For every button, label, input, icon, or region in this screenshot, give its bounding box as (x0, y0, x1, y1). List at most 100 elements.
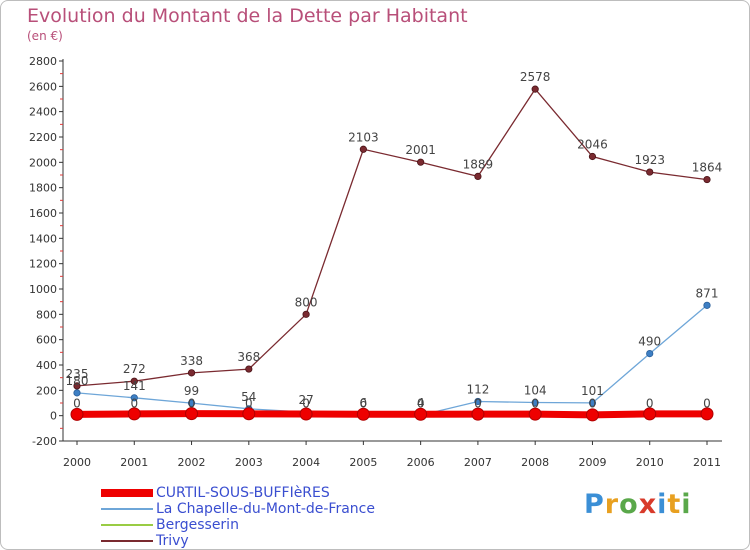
y-tick-label: 600 (36, 334, 57, 347)
data-label: 0 (245, 397, 253, 411)
data-point-chapelle (703, 301, 711, 309)
legend-swatch (101, 540, 153, 542)
data-point-trivy (73, 382, 81, 390)
logo-letter: P (584, 489, 605, 520)
data-point-trivy (130, 377, 138, 385)
data-point-curtil (242, 407, 256, 421)
x-tick-label: 2007 (464, 456, 492, 469)
logo-letter: o (619, 489, 639, 520)
x-tick-label: 2005 (349, 456, 377, 469)
data-point-curtil (643, 407, 657, 421)
x-tick-label: 2002 (178, 456, 206, 469)
data-label: 1889 (463, 157, 494, 171)
legend-swatch (101, 524, 153, 526)
data-point-curtil (356, 407, 370, 421)
data-point-trivy (245, 365, 253, 373)
data-label: 99 (184, 384, 199, 398)
data-point-curtil (299, 407, 313, 421)
data-point-curtil (585, 408, 599, 422)
data-label: 871 (696, 286, 719, 300)
x-tick-label: 2010 (636, 456, 664, 469)
data-label: 2103 (348, 130, 379, 144)
legend-label: La Chapelle-du-Mont-de-France (156, 501, 375, 517)
logo-letter: i (657, 489, 668, 520)
data-point-curtil (528, 407, 542, 421)
data-label: 101 (581, 384, 604, 398)
x-tick-label: 2011 (693, 456, 721, 469)
data-point-trivy (302, 310, 310, 318)
y-tick-label: 2800 (29, 55, 57, 68)
data-label: 1864 (692, 161, 723, 175)
data-point-curtil (471, 407, 485, 421)
data-label: 338 (180, 354, 203, 368)
legend-label: Trivy (156, 533, 189, 549)
y-tick-label: 1600 (29, 207, 57, 220)
data-point-curtil (185, 407, 199, 421)
data-label: 0 (589, 397, 597, 411)
data-label: 0 (474, 397, 482, 411)
data-point-trivy (703, 175, 711, 184)
y-tick-label: 2200 (29, 131, 57, 144)
data-point-curtil (700, 407, 714, 421)
data-point-trivy (646, 168, 654, 176)
data-label: 0 (531, 397, 539, 411)
data-point-chapelle (646, 349, 654, 358)
data-label: 180 (66, 374, 89, 388)
data-label: 0 (130, 397, 138, 411)
data-point-chapelle (73, 389, 81, 397)
data-label: 112 (466, 382, 489, 396)
logo-letter: x (638, 489, 658, 520)
data-label: 368 (237, 350, 260, 364)
data-point-chapelle (531, 398, 539, 407)
data-point-chapelle (130, 394, 138, 402)
logo-letter: t (667, 489, 682, 520)
data-label: 272 (123, 362, 146, 376)
data-label: 0 (646, 397, 654, 411)
x-tick-label: 2003 (235, 456, 263, 469)
data-label: 1923 (634, 153, 665, 167)
logo-letter: i (681, 489, 692, 520)
x-tick-label: 2001 (120, 456, 148, 469)
data-point-trivy (474, 172, 482, 180)
data-label: 0 (703, 397, 711, 411)
data-label: 141 (123, 379, 146, 393)
y-tick-label: 400 (36, 359, 57, 372)
y-tick-label: 2000 (29, 156, 57, 169)
series-line-chapelle (76, 304, 708, 416)
data-label: 0 (360, 397, 368, 411)
legend-swatch (101, 489, 153, 497)
data-label: 2046 (577, 138, 608, 152)
chart-unit-label: (en €) (27, 29, 63, 43)
data-point-chapelle (187, 399, 196, 407)
data-point-trivy (417, 158, 425, 166)
data-label: 104 (524, 383, 547, 397)
x-tick-label: 2009 (578, 456, 606, 469)
data-label: 27 (298, 393, 313, 407)
data-point-trivy (359, 145, 367, 153)
y-tick-label: 2600 (29, 80, 57, 93)
chart-title: Evolution du Montant de la Dette par Hab… (27, 5, 468, 27)
x-tick-label: 2004 (292, 456, 320, 469)
data-point-trivy (187, 369, 196, 377)
data-label: 0 (302, 397, 310, 411)
series-line-trivy (76, 88, 708, 387)
data-point-curtil (70, 407, 84, 421)
legend-label: Bergesserin (156, 517, 239, 533)
data-point-curtil (414, 407, 428, 421)
x-tick-label: 2006 (407, 456, 435, 469)
data-label: 0 (188, 397, 196, 411)
data-label: 800 (295, 295, 318, 309)
y-tick-label: 2400 (29, 106, 57, 119)
data-label: 6 (360, 396, 368, 410)
data-point-chapelle (474, 397, 482, 406)
data-label: 235 (66, 367, 89, 381)
legend-label: CURTIL-SOUS-BUFFIèRES (156, 485, 330, 501)
y-tick-label: 200 (36, 384, 57, 397)
logo-letter: r (604, 489, 620, 520)
data-label: 54 (241, 390, 256, 404)
series-line-curtil (76, 410, 707, 419)
data-point-trivy (588, 152, 597, 161)
data-label: 490 (638, 335, 661, 349)
y-tick-label: -200 (32, 435, 57, 448)
